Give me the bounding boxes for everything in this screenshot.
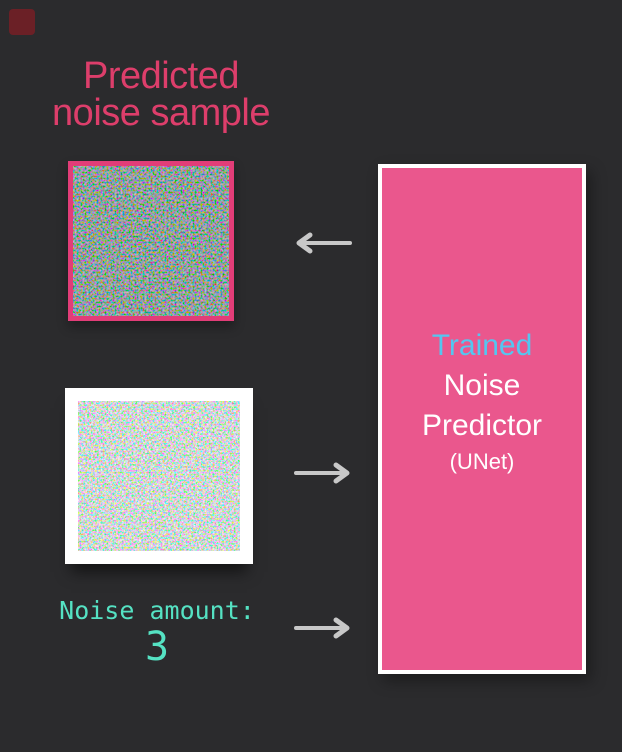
noise-amount-value: 3 bbox=[144, 624, 170, 670]
predicted-noise-image bbox=[68, 161, 234, 321]
noise-pattern-dark bbox=[73, 166, 229, 316]
predictor-label-noise: Noise bbox=[443, 369, 521, 402]
predictor-label-trained: Trained bbox=[431, 329, 533, 362]
predictor-label-predictor: Predictor bbox=[421, 409, 543, 442]
page-title: Predicted noise sample bbox=[0, 55, 322, 134]
corner-mark bbox=[9, 9, 35, 35]
noisy-input-image bbox=[65, 388, 253, 564]
arrow-left-icon bbox=[296, 232, 352, 254]
predictor-label-unet: (UNet) bbox=[449, 449, 515, 474]
arrow-right-icon bbox=[294, 617, 350, 639]
arrow-right-icon bbox=[294, 462, 350, 484]
noise-pattern-bright bbox=[78, 401, 240, 551]
noise-amount-label: Noise amount: bbox=[59, 596, 255, 625]
noise-predictor-label: Trained Noise Predictor (UNet) bbox=[382, 326, 582, 478]
page-title-line2: noise sample bbox=[52, 92, 270, 134]
page-title-line1: Predicted bbox=[82, 55, 240, 97]
noise-predictor-box: Trained Noise Predictor (UNet) bbox=[378, 164, 586, 674]
